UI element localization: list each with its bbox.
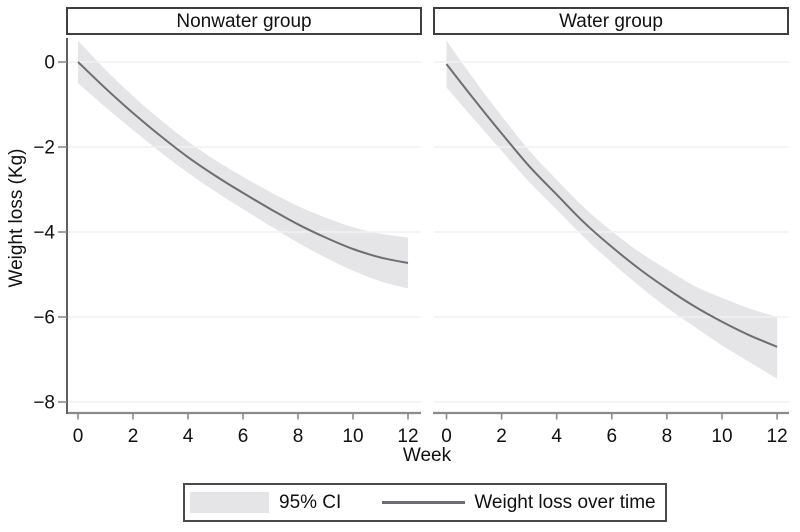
trend-line-water-group [445, 63, 778, 348]
x-axis-title: Week [402, 445, 452, 466]
x-tick-label: 8 [293, 426, 304, 447]
ci-band-swatch [190, 492, 269, 513]
x-tick-label: 6 [607, 426, 618, 447]
x-tick-label: 4 [183, 426, 194, 447]
y-tick-label: −2 [33, 138, 55, 159]
panel-title-water: Water group [559, 10, 663, 32]
legend-line-label: Weight loss over time [474, 491, 656, 513]
y-tick-label: −6 [33, 308, 55, 329]
x-tick-label: 12 [397, 426, 418, 447]
trend-line-swatch [382, 501, 466, 504]
x-tick-label: 2 [496, 426, 507, 447]
ci-band-water-group [446, 40, 778, 379]
x-tick-label: 8 [662, 426, 673, 447]
legend-ci-label: 95% CI [279, 491, 342, 513]
panel-title-nonwater: Nonwater group [176, 10, 312, 32]
x-tick-label: 4 [551, 426, 562, 447]
x-tick-label: 10 [342, 426, 363, 447]
x-tick-label: 6 [238, 426, 249, 447]
panel-header-nonwater: Nonwater group [66, 7, 422, 35]
y-tick-label: 0 [44, 53, 55, 74]
x-tick-label: 0 [73, 426, 84, 447]
y-tick-label: −8 [33, 393, 55, 414]
y-tick-label: −4 [33, 223, 55, 244]
panel-header-water: Water group [433, 7, 789, 35]
legend: 95% CI Weight loss over time [183, 483, 667, 522]
x-tick-label: 12 [767, 426, 788, 447]
y-axis-title: Weight loss (Kg) [6, 148, 27, 288]
ci-band-nonwater-group [78, 40, 408, 289]
trend-line-nonwater-group [77, 61, 409, 264]
x-tick-label: 0 [441, 426, 452, 447]
x-tick-label: 10 [711, 426, 732, 447]
x-tick-label: 2 [128, 426, 139, 447]
